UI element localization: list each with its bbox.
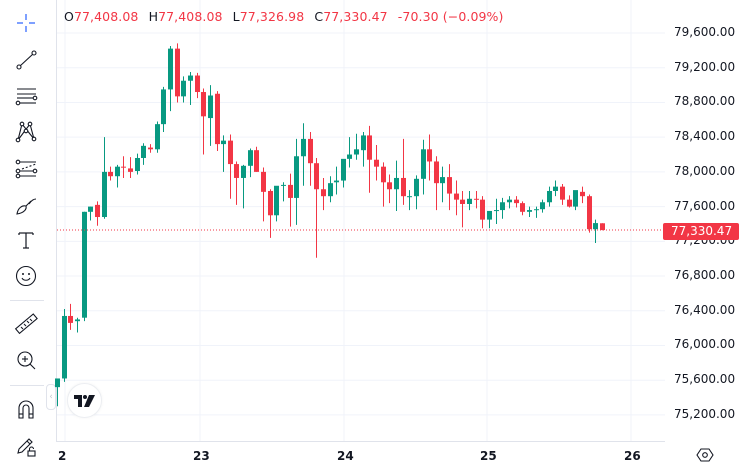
fib-retracement-tool[interactable] [10, 80, 42, 112]
price-tick: 77,600.00 [674, 198, 736, 213]
text-icon [18, 232, 34, 249]
emoji-tool[interactable] [10, 260, 42, 292]
time-tick: 2 [58, 449, 67, 463]
open-label: O [64, 9, 74, 24]
ruler-tool[interactable] [10, 308, 42, 340]
time-tick: 25 [480, 449, 497, 463]
chart-pane[interactable] [56, 0, 665, 441]
last-price-label: 77,330.47 [663, 223, 739, 240]
time-tick: 23 [193, 449, 210, 463]
time-axis[interactable]: 2 23 24 25 26 [56, 441, 665, 470]
tradingview-logo[interactable] [67, 383, 102, 418]
price-tick: 76,400.00 [674, 302, 736, 317]
high-label: H [148, 9, 159, 24]
xabcd-pattern-icon [15, 121, 37, 143]
fib-lines-icon [15, 88, 38, 106]
settings-hexagon-icon [696, 448, 714, 462]
high-value: 77,408.08 [158, 9, 223, 24]
trend-line-icon [16, 50, 37, 70]
magnet-icon [18, 400, 34, 419]
smiley-icon [15, 265, 37, 287]
open-value: 77,408.08 [73, 9, 139, 24]
brush-tool[interactable] [10, 189, 42, 221]
pencil-lock-icon [17, 438, 36, 457]
forecast-icon [15, 159, 38, 179]
ruler-icon [14, 313, 38, 335]
toolbar-divider [10, 300, 44, 301]
brush-icon [16, 198, 37, 215]
drawing-toolbar [0, 0, 52, 470]
prediction-tool[interactable] [10, 153, 42, 185]
price-tick: 78,000.00 [674, 163, 736, 178]
change-value: -70.30 (−0.09%) [397, 9, 504, 24]
price-tick: 78,800.00 [674, 94, 736, 109]
magnet-tool[interactable] [10, 393, 42, 425]
lock-drawings-tool[interactable] [10, 430, 42, 462]
low-label: L [232, 9, 240, 24]
tradingview-logo-icon [73, 394, 95, 407]
close-value: 77,330.47 [323, 9, 388, 24]
close-label: C [314, 9, 324, 24]
candlestick-plot[interactable] [0, 0, 745, 441]
time-tick: 26 [624, 449, 641, 463]
trend-line-tool[interactable] [10, 44, 42, 76]
collapse-toolbar-button[interactable]: ‹ [46, 384, 56, 410]
price-tick: 79,600.00 [674, 25, 736, 39]
price-tick: 79,200.00 [674, 59, 736, 74]
ohlc-legend: O77,408.08 H77,408.08 L77,326.98 C77,330… [64, 9, 510, 24]
settings-button[interactable] [696, 446, 714, 464]
price-tick: 78,400.00 [674, 129, 736, 144]
crosshair-icon [17, 14, 35, 32]
time-tick: 24 [337, 449, 354, 463]
price-axis[interactable]: 79,600.00 79,200.00 78,800.00 78,400.00 78,0… [665, 0, 745, 441]
crosshair-tool[interactable] [10, 7, 42, 39]
text-tool[interactable] [10, 224, 42, 256]
price-tick: 75,600.00 [674, 372, 736, 387]
price-tick: 76,800.00 [674, 268, 736, 283]
price-tick: 75,200.00 [674, 406, 736, 421]
low-value: 77,326.98 [239, 9, 305, 24]
magnifier-plus-icon [17, 351, 36, 370]
zoom-in-tool[interactable] [10, 344, 42, 376]
price-tick: 76,000.00 [674, 337, 736, 352]
toolbar-divider [10, 385, 44, 386]
patterns-tool[interactable] [10, 116, 42, 148]
